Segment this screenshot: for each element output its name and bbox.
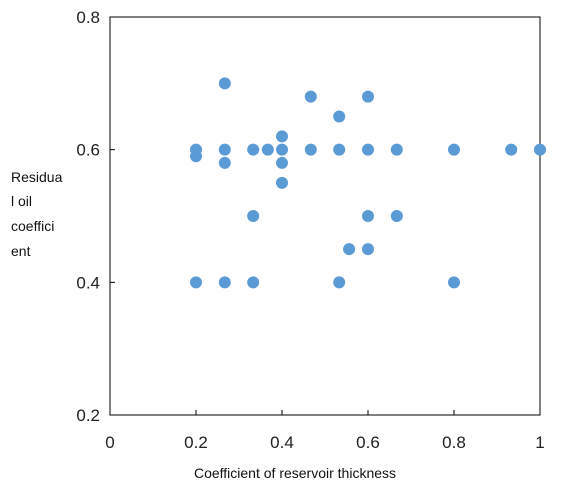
data-point	[362, 243, 374, 256]
y-tick-label: 0.6	[76, 141, 100, 160]
data-point	[218, 276, 231, 289]
x-tick-label: 0.8	[442, 433, 466, 452]
data-point	[276, 143, 288, 156]
x-tick-label: 0.4	[270, 433, 294, 452]
data-point	[362, 90, 374, 103]
data-point	[218, 143, 231, 156]
x-tick-label: 0.2	[184, 433, 208, 452]
tick-labels: 0 0.2 0.4 0.6 0.8 1 0.2 0.4 0.6 0.8	[76, 8, 544, 452]
y-axis-title-line: l oil	[11, 193, 32, 209]
data-point	[276, 176, 288, 189]
y-tick-label: 0.2	[76, 406, 100, 425]
y-axis-title-line: Residua	[11, 169, 63, 185]
x-tick-label: 1	[535, 433, 544, 452]
data-point	[362, 143, 374, 156]
data-point	[333, 143, 346, 156]
data-point	[261, 143, 274, 156]
data-point	[304, 90, 317, 103]
data-point	[276, 156, 288, 169]
data-point	[333, 276, 346, 289]
data-point	[247, 143, 260, 156]
y-tick-label: 0.4	[76, 273, 100, 292]
data-point	[247, 276, 260, 289]
data-point	[218, 156, 231, 169]
data-point	[534, 143, 546, 156]
data-point	[304, 143, 317, 156]
x-tick-label: 0	[105, 433, 114, 452]
data-point	[390, 210, 403, 222]
plot-area	[109, 16, 541, 416]
data-point	[247, 210, 260, 222]
y-axis-title-line: coeffici	[11, 218, 54, 234]
data-point	[505, 143, 518, 156]
data-points	[190, 77, 546, 289]
data-point	[390, 143, 403, 156]
x-axis-title: Coefficient of reservoir thickness	[194, 465, 396, 481]
data-point	[190, 150, 202, 163]
axis-ticks	[109, 16, 541, 416]
data-point	[333, 110, 346, 123]
data-point	[218, 77, 231, 90]
data-point	[448, 276, 460, 289]
data-point	[276, 130, 288, 143]
y-axis-title: Residua l oil coeffici ent	[11, 169, 63, 259]
x-tick-label: 0.6	[356, 433, 380, 452]
y-axis-title-line: ent	[11, 243, 31, 259]
data-point	[448, 143, 460, 156]
y-tick-label: 0.8	[76, 8, 100, 27]
data-point	[343, 243, 356, 256]
data-point	[362, 210, 374, 222]
data-point	[190, 276, 202, 289]
